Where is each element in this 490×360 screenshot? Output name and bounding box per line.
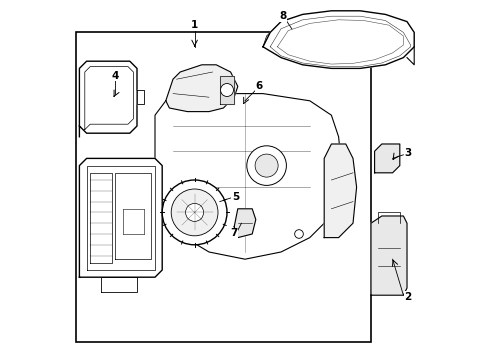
Text: 3: 3 bbox=[404, 148, 411, 158]
Text: 8: 8 bbox=[279, 11, 287, 21]
Text: 2: 2 bbox=[404, 292, 411, 302]
Text: 5: 5 bbox=[232, 192, 240, 202]
Polygon shape bbox=[155, 94, 342, 259]
Polygon shape bbox=[324, 144, 357, 238]
Circle shape bbox=[255, 154, 278, 177]
Polygon shape bbox=[263, 11, 414, 68]
Polygon shape bbox=[374, 144, 400, 173]
Polygon shape bbox=[137, 90, 144, 104]
Polygon shape bbox=[234, 209, 256, 238]
Circle shape bbox=[187, 222, 196, 231]
Text: 7: 7 bbox=[230, 228, 238, 238]
Text: 6: 6 bbox=[256, 81, 263, 91]
Text: 1: 1 bbox=[191, 20, 198, 30]
Circle shape bbox=[162, 180, 227, 245]
Polygon shape bbox=[166, 65, 238, 112]
Circle shape bbox=[186, 203, 204, 221]
Polygon shape bbox=[220, 76, 234, 104]
Circle shape bbox=[247, 146, 286, 185]
Text: 4: 4 bbox=[112, 71, 119, 81]
Polygon shape bbox=[101, 277, 137, 292]
Bar bbox=[76, 32, 371, 342]
Circle shape bbox=[171, 189, 218, 236]
Polygon shape bbox=[79, 158, 162, 277]
Circle shape bbox=[294, 230, 303, 238]
Polygon shape bbox=[371, 216, 407, 295]
Circle shape bbox=[220, 84, 233, 96]
Polygon shape bbox=[79, 61, 137, 137]
